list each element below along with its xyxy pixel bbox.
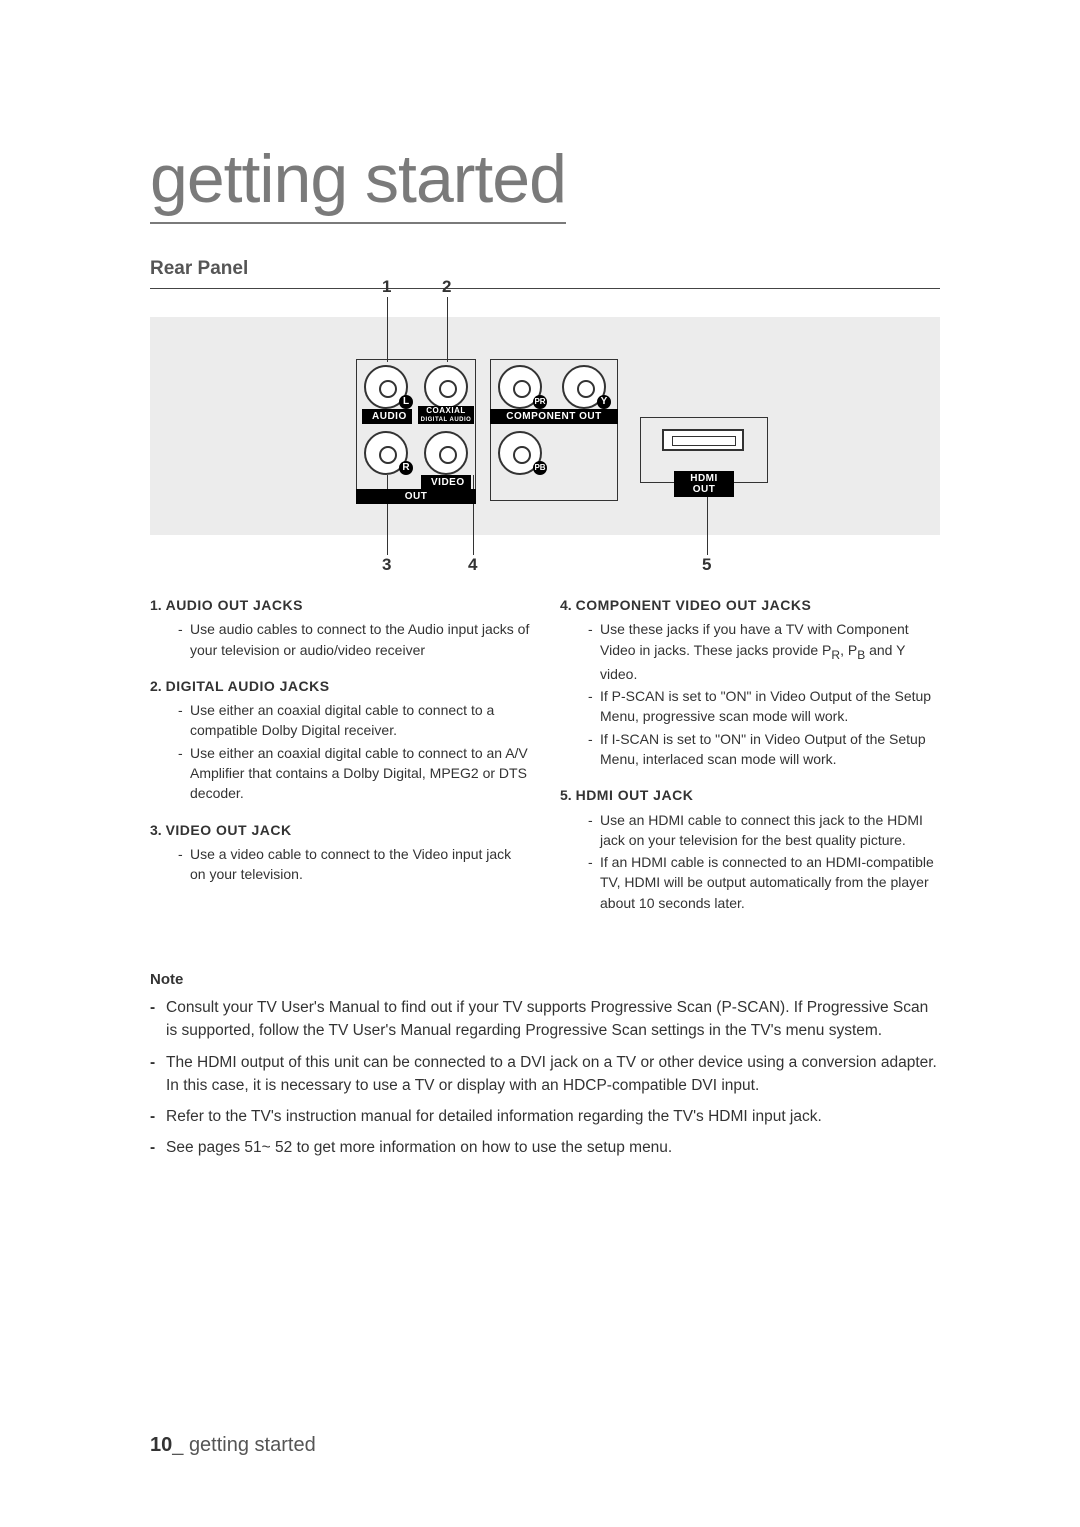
callout-line	[387, 297, 388, 362]
bullet-item: Use either an coaxial digital cable to c…	[178, 700, 530, 741]
section-title: HDMI OUT JACK	[576, 787, 694, 803]
page-footer: 10_ getting started	[150, 1434, 316, 1457]
jack-section: 1. AUDIO OUT JACKS Use audio cables to co…	[150, 595, 530, 660]
note-item: Refer to the TV's instruction manual for…	[150, 1105, 940, 1128]
note-section: Note Consult your TV User's Manual to fi…	[150, 971, 940, 1160]
section-body: Use either an coaxial digital cable to c…	[150, 700, 530, 803]
section-body: Use a video cable to connect to the Vide…	[150, 844, 530, 885]
section-number: 5.	[560, 787, 572, 803]
bullet-item: If I-SCAN is set to "ON" in Video Output…	[588, 729, 940, 770]
jack-coaxial-icon	[424, 365, 468, 409]
divider	[150, 288, 940, 289]
jack-label-r: R	[399, 461, 413, 475]
jack-section-header: 4. COMPONENT VIDEO OUT JACKS	[560, 595, 940, 615]
section-title: AUDIO OUT JACKS	[166, 597, 303, 613]
section-title: DIGITAL AUDIO JACKS	[166, 678, 330, 694]
note-heading: Note	[150, 971, 940, 988]
jack-section-header: 2. DIGITAL AUDIO JACKS	[150, 676, 530, 696]
footer-text: getting started	[189, 1434, 316, 1456]
page-number: 10	[150, 1434, 172, 1456]
bullet-item: If an HDMI cable is connected to an HDMI…	[588, 852, 940, 913]
bullet-item: Use a video cable to connect to the Vide…	[178, 844, 530, 885]
section-number: 3.	[150, 822, 162, 838]
label-hdmi-out: HDMI OUT	[674, 471, 734, 497]
section-number: 1.	[150, 597, 162, 613]
jack-section: 5. HDMI OUT JACK Use an HDMI cable to con…	[560, 785, 940, 913]
section-title: COMPONENT VIDEO OUT JACKS	[576, 597, 812, 613]
label-coaxial: COAXIAL DIGITAL AUDIO	[418, 406, 474, 424]
bullet-item: If P-SCAN is set to "ON" in Video Output…	[588, 686, 940, 727]
label-component-out: COMPONENT OUT	[490, 409, 618, 424]
section-number: 2.	[150, 678, 162, 694]
section-body: Use these jacks if you have a TV with Co…	[560, 619, 940, 769]
note-item: Consult your TV User's Manual to find ou…	[150, 996, 940, 1043]
label-video: VIDEO	[421, 475, 471, 490]
section-body: Use an HDMI cable to connect this jack t…	[560, 810, 940, 913]
label-out: OUT	[356, 489, 476, 504]
section-title: VIDEO OUT JACK	[166, 822, 292, 838]
jack-section-header: 3. VIDEO OUT JACK	[150, 820, 530, 840]
label-coaxial-text: COAXIAL	[426, 406, 466, 415]
note-item: The HDMI output of this unit can be conn…	[150, 1051, 940, 1098]
bullet-item: Use an HDMI cable to connect this jack t…	[588, 810, 940, 851]
callout-line	[707, 495, 708, 555]
section-number: 4.	[560, 597, 572, 613]
bullet-item: Use audio cables to connect to the Audio…	[178, 619, 530, 660]
callout-2: 2	[442, 277, 451, 297]
section-subtitle: Rear Panel	[150, 258, 940, 280]
jack-label-pb: PB	[533, 461, 547, 475]
rear-panel-diagram: 1 2 3 4 5 L R AUDIO COAXIAL DIGITAL AUDI…	[150, 317, 940, 535]
section-body: Use audio cables to connect to the Audio…	[150, 619, 530, 660]
page-title: getting started	[150, 140, 566, 224]
jack-section: 4. COMPONENT VIDEO OUT JACKS Use these ja…	[560, 595, 940, 769]
jack-video-icon	[424, 431, 468, 475]
callout-line	[447, 297, 448, 362]
right-column: 4. COMPONENT VIDEO OUT JACKS Use these ja…	[560, 595, 940, 929]
callout-1: 1	[382, 277, 391, 297]
jack-label-y: Y	[597, 395, 611, 409]
jack-label-l: L	[399, 395, 413, 409]
label-audio: AUDIO	[362, 409, 412, 424]
callout-3: 3	[382, 555, 391, 575]
bullet-item: Use these jacks if you have a TV with Co…	[588, 619, 940, 684]
jack-label-pr: PR	[533, 395, 547, 409]
jack-descriptions: 1. AUDIO OUT JACKS Use audio cables to co…	[150, 595, 940, 929]
note-item: See pages 51~ 52 to get more information…	[150, 1136, 940, 1159]
hdmi-slot-icon	[662, 429, 744, 451]
jack-section: 3. VIDEO OUT JACK Use a video cable to co…	[150, 820, 530, 885]
jack-section: 2. DIGITAL AUDIO JACKS Use either an coax…	[150, 676, 530, 804]
label-coaxial-sub: DIGITAL AUDIO	[421, 417, 472, 423]
callout-5: 5	[702, 555, 711, 575]
jack-section-header: 5. HDMI OUT JACK	[560, 785, 940, 805]
note-list: Consult your TV User's Manual to find ou…	[150, 996, 940, 1160]
footer-sep: _	[172, 1434, 189, 1456]
jack-section-header: 1. AUDIO OUT JACKS	[150, 595, 530, 615]
bullet-item: Use either an coaxial digital cable to c…	[178, 743, 530, 804]
callout-4: 4	[468, 555, 477, 575]
left-column: 1. AUDIO OUT JACKS Use audio cables to co…	[150, 595, 530, 929]
